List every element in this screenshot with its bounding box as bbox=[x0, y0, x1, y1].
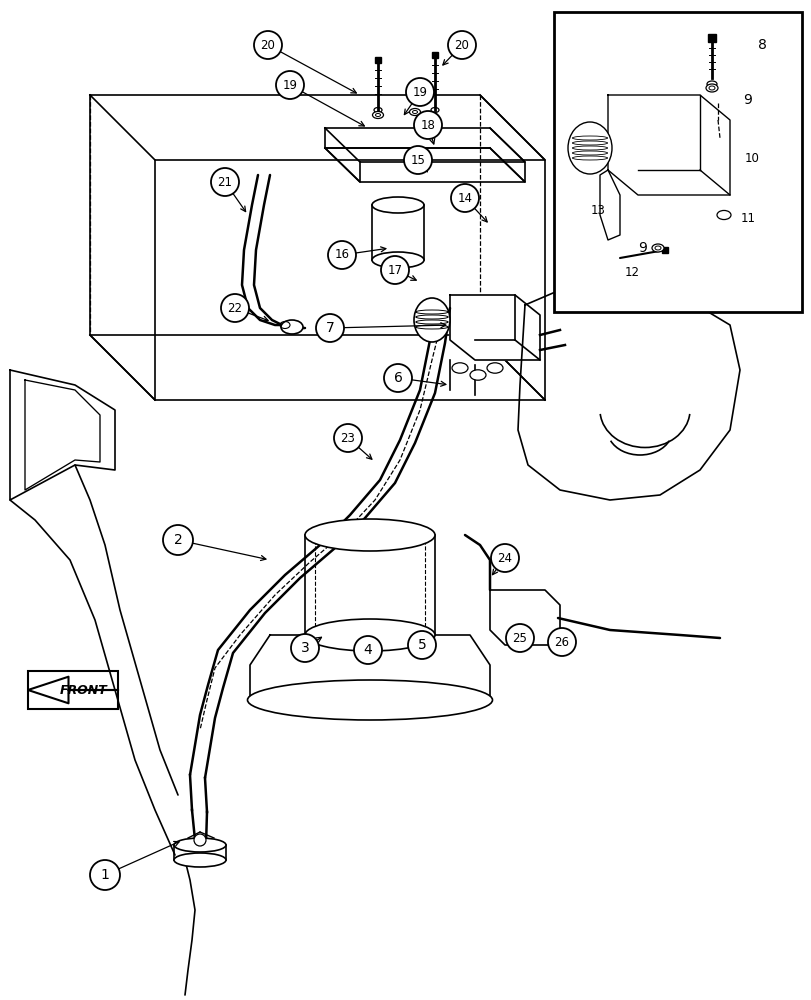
Text: 11: 11 bbox=[740, 212, 754, 225]
Ellipse shape bbox=[247, 680, 492, 720]
Ellipse shape bbox=[372, 112, 383, 119]
Circle shape bbox=[328, 241, 355, 269]
Text: 6: 6 bbox=[393, 371, 402, 385]
Circle shape bbox=[354, 636, 381, 664]
Ellipse shape bbox=[281, 320, 303, 334]
Text: 3: 3 bbox=[300, 641, 309, 655]
Ellipse shape bbox=[414, 298, 449, 342]
Circle shape bbox=[733, 86, 761, 114]
Ellipse shape bbox=[568, 122, 611, 174]
Text: 23: 23 bbox=[340, 432, 355, 444]
Text: 21: 21 bbox=[217, 176, 232, 189]
Text: 20: 20 bbox=[260, 39, 275, 52]
Circle shape bbox=[547, 628, 575, 656]
Circle shape bbox=[194, 834, 206, 846]
Text: 24: 24 bbox=[497, 552, 512, 564]
Text: 13: 13 bbox=[590, 204, 605, 217]
Circle shape bbox=[221, 294, 249, 322]
Circle shape bbox=[583, 196, 611, 224]
Text: 26: 26 bbox=[554, 636, 569, 648]
Text: 18: 18 bbox=[420, 119, 435, 132]
Polygon shape bbox=[28, 677, 118, 703]
Circle shape bbox=[505, 624, 534, 652]
Text: 25: 25 bbox=[512, 632, 527, 644]
Circle shape bbox=[617, 258, 646, 286]
Circle shape bbox=[747, 31, 775, 59]
Bar bbox=[553, 12, 801, 312]
Ellipse shape bbox=[174, 853, 225, 867]
Polygon shape bbox=[607, 95, 729, 195]
Polygon shape bbox=[449, 295, 539, 360]
Text: 14: 14 bbox=[457, 192, 472, 205]
Text: 19: 19 bbox=[412, 86, 427, 99]
Ellipse shape bbox=[716, 210, 730, 220]
Text: 22: 22 bbox=[227, 302, 242, 314]
Ellipse shape bbox=[174, 838, 225, 852]
Polygon shape bbox=[489, 590, 560, 645]
Circle shape bbox=[491, 544, 518, 572]
Text: 9: 9 bbox=[743, 93, 752, 107]
Text: 2: 2 bbox=[174, 533, 182, 547]
Ellipse shape bbox=[705, 84, 717, 92]
Text: FRONT: FRONT bbox=[60, 684, 108, 696]
Circle shape bbox=[290, 634, 319, 662]
Circle shape bbox=[276, 71, 303, 99]
Circle shape bbox=[448, 31, 475, 59]
Circle shape bbox=[254, 31, 281, 59]
Text: 17: 17 bbox=[387, 263, 402, 276]
Circle shape bbox=[733, 204, 761, 232]
Polygon shape bbox=[250, 635, 489, 700]
Text: 12: 12 bbox=[624, 265, 639, 278]
Circle shape bbox=[737, 144, 765, 172]
Circle shape bbox=[414, 111, 441, 139]
Ellipse shape bbox=[305, 519, 435, 551]
Circle shape bbox=[450, 184, 478, 212]
Ellipse shape bbox=[409, 109, 420, 116]
Text: 16: 16 bbox=[334, 248, 349, 261]
Text: 19: 19 bbox=[282, 79, 297, 92]
Text: 10: 10 bbox=[744, 152, 758, 165]
Text: 8: 8 bbox=[757, 38, 766, 52]
Text: 7: 7 bbox=[325, 321, 334, 335]
Ellipse shape bbox=[305, 619, 435, 651]
Text: 4: 4 bbox=[363, 643, 372, 657]
Circle shape bbox=[315, 314, 344, 342]
Circle shape bbox=[629, 234, 656, 262]
Circle shape bbox=[404, 146, 431, 174]
Circle shape bbox=[163, 525, 193, 555]
Text: 9: 9 bbox=[637, 241, 646, 255]
Ellipse shape bbox=[487, 363, 502, 373]
Text: 15: 15 bbox=[410, 154, 425, 167]
Circle shape bbox=[384, 364, 411, 392]
Circle shape bbox=[211, 168, 238, 196]
Ellipse shape bbox=[371, 252, 423, 268]
Circle shape bbox=[333, 424, 362, 452]
Ellipse shape bbox=[706, 81, 716, 87]
Circle shape bbox=[380, 256, 409, 284]
Ellipse shape bbox=[452, 363, 467, 373]
Text: 5: 5 bbox=[417, 638, 426, 652]
Ellipse shape bbox=[651, 244, 663, 252]
Ellipse shape bbox=[470, 370, 486, 380]
Bar bbox=[28, 671, 118, 709]
Circle shape bbox=[407, 631, 436, 659]
Circle shape bbox=[406, 78, 433, 106]
Text: 1: 1 bbox=[101, 868, 109, 882]
Polygon shape bbox=[599, 170, 620, 240]
Circle shape bbox=[90, 860, 120, 890]
Text: 20: 20 bbox=[454, 39, 469, 52]
